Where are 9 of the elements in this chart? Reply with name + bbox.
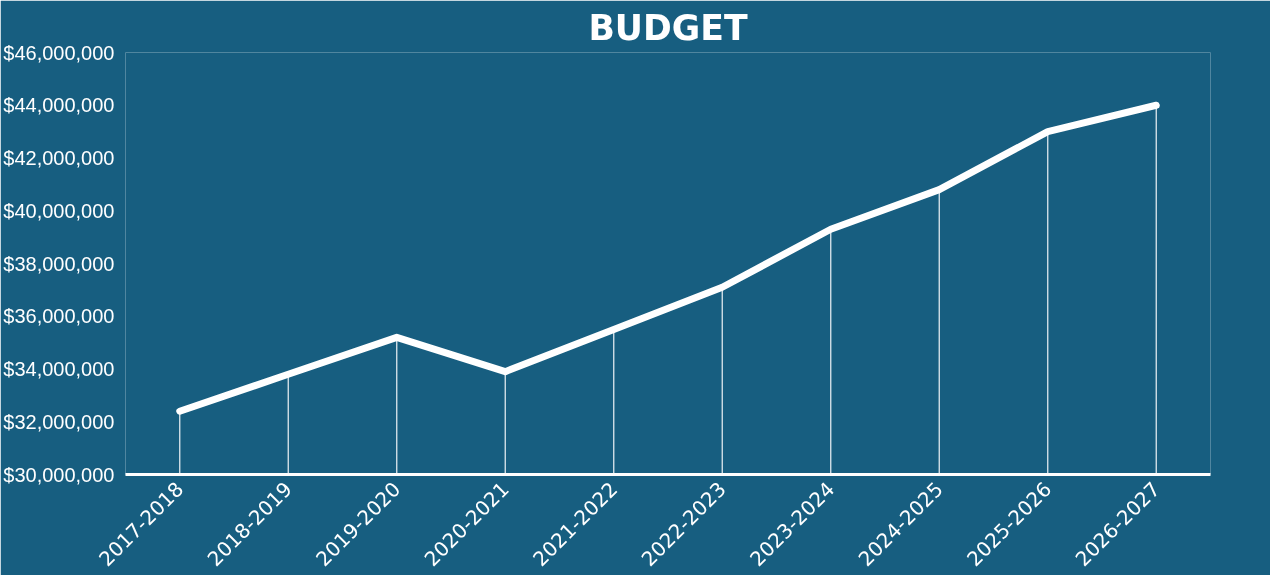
y-tick-label: $36,000,000 <box>3 305 115 328</box>
y-tick-label: $38,000,000 <box>3 252 115 275</box>
chart-title: BUDGET <box>588 7 748 48</box>
y-tick-label: $40,000,000 <box>3 199 115 222</box>
y-tick-label: $32,000,000 <box>3 410 115 433</box>
y-tick-label: $34,000,000 <box>3 358 115 380</box>
y-tick-label: $42,000,000 <box>3 147 115 169</box>
y-tick-label: $46,000,000 <box>3 41 115 64</box>
y-tick-label: $44,000,000 <box>3 94 115 117</box>
